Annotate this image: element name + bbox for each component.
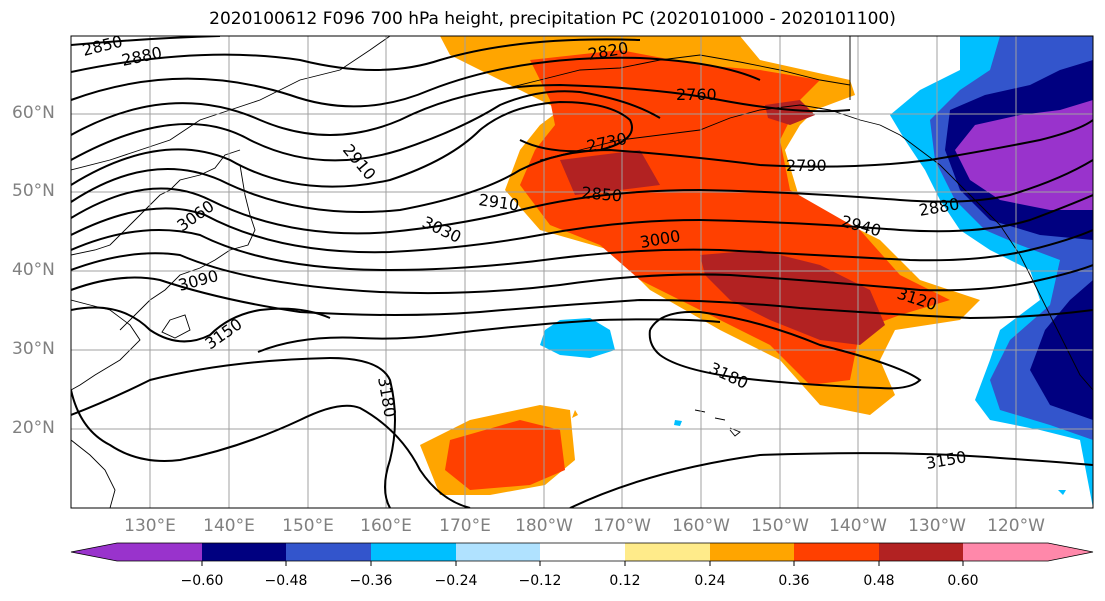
latitude-label: 60°N (12, 103, 55, 123)
colorbar-tick-label: 0.48 (863, 573, 895, 589)
latitude-label: 50°N (12, 181, 55, 201)
longitude-label: 130°W (908, 516, 966, 536)
longitude-label: 170°W (593, 516, 651, 536)
latitude-label: 20°N (12, 418, 55, 438)
contour-label: 2790 (786, 156, 827, 175)
longitude-label: 170°E (439, 516, 491, 536)
longitude-label: 160°E (360, 516, 412, 536)
contour-label: 2760 (676, 85, 717, 104)
colorbar (70, 542, 1094, 566)
colorbar-tick-label: −0.48 (264, 573, 308, 589)
map-title: 2020100612 F096 700 hPa height, precipit… (209, 9, 896, 29)
colorbar-tick-label: 0.24 (694, 573, 726, 589)
longitude-label: 150°E (282, 516, 334, 536)
positive-precip-areas (420, 36, 980, 495)
colorbar-tick-label: −0.36 (349, 573, 393, 589)
contour-label: 2850 (581, 183, 623, 205)
longitude-label: 160°W (672, 516, 730, 536)
longitude-label: 140°W (829, 516, 887, 536)
colorbar-tick-label: −0.12 (518, 573, 562, 589)
longitude-label: 180°W (515, 516, 573, 536)
colorbar-tick-label: 0.12 (609, 573, 641, 589)
longitude-label: 140°E (203, 516, 255, 536)
colorbar-tick-label: −0.24 (434, 573, 478, 589)
longitude-label: 120°W (987, 516, 1045, 536)
longitude-label: 130°E (124, 516, 176, 536)
longitude-label: 150°W (751, 516, 809, 536)
colorbar-tick-label: −0.60 (180, 573, 224, 589)
colorbar-tick-label: 0.36 (778, 573, 810, 589)
colorbar-tick-label: 0.60 (947, 573, 979, 589)
latitude-label: 40°N (12, 260, 55, 280)
latitude-label: 30°N (12, 339, 55, 359)
height-contours (71, 36, 1093, 508)
